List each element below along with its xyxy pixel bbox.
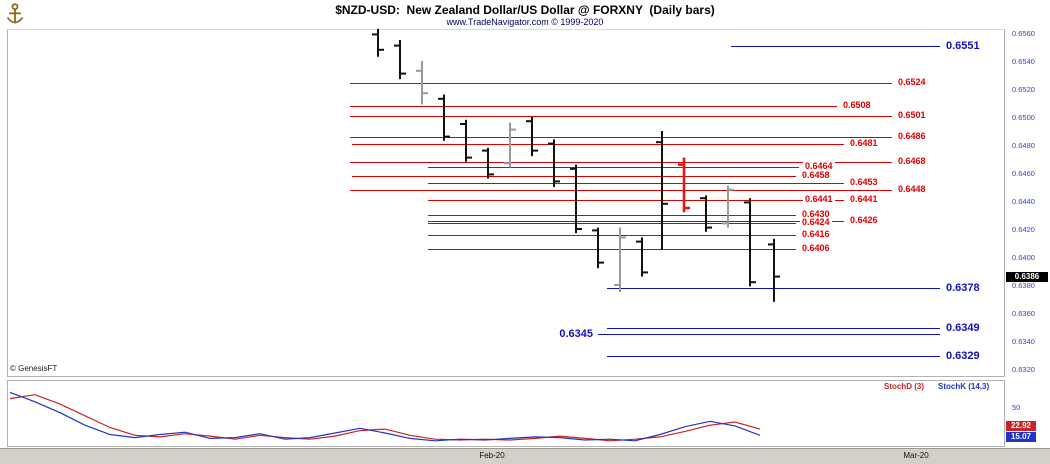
y-axis-tick-label: 0.6380 (1012, 281, 1035, 290)
y-axis-tick-label: 0.6420 (1012, 225, 1035, 234)
stochk-legend-label[interactable]: StochK (14,3) (938, 382, 990, 391)
current-price-badge: 0.6386 (1006, 272, 1048, 282)
page-subtitle: www.TradeNavigator.com © 1999-2020 (446, 17, 604, 27)
time-axis-label-feb: Feb-20 (479, 451, 505, 460)
y-axis-tick-label: 0.6440 (1012, 197, 1035, 206)
price-axis: 0.6386 22.92 15.07 50 0.6560 0.6540 0.6520… (1005, 29, 1050, 448)
stochd-legend-label[interactable]: StochD (3) (884, 382, 924, 391)
y-axis-tick-label: 0.6340 (1012, 337, 1035, 346)
y-axis-tick-label: 0.6500 (1012, 113, 1035, 122)
y-axis-tick-label: 0.6540 (1012, 57, 1035, 66)
stochastic-panel[interactable] (7, 380, 1005, 447)
page-title: $NZD-USD: New Zealand Dollar/US Dollar @… (335, 3, 715, 17)
time-axis: Feb-20 Mar-20 (0, 448, 1050, 464)
y-axis-tick-label: 0.6320 (1012, 365, 1035, 374)
price-chart-panel[interactable] (7, 29, 1005, 377)
time-axis-label-mar: Mar-20 (903, 451, 929, 460)
y-axis-tick-label: 0.6400 (1012, 253, 1035, 262)
stochk-value-badge: 15.07 (1006, 432, 1036, 442)
y-axis-tick-label: 0.6560 (1012, 29, 1035, 38)
y-axis-tick-label: 0.6480 (1012, 141, 1035, 150)
y-axis-tick-label: 0.6360 (1012, 309, 1035, 318)
stochd-value-badge: 22.92 (1006, 421, 1036, 431)
y-axis-tick-label: 0.6520 (1012, 85, 1035, 94)
stoch-mid-tick-label: 50 (1012, 403, 1021, 412)
genesis-watermark: © GenesisFT (10, 364, 58, 373)
anchor-icon (5, 2, 25, 28)
y-axis-tick-label: 0.6460 (1012, 169, 1035, 178)
